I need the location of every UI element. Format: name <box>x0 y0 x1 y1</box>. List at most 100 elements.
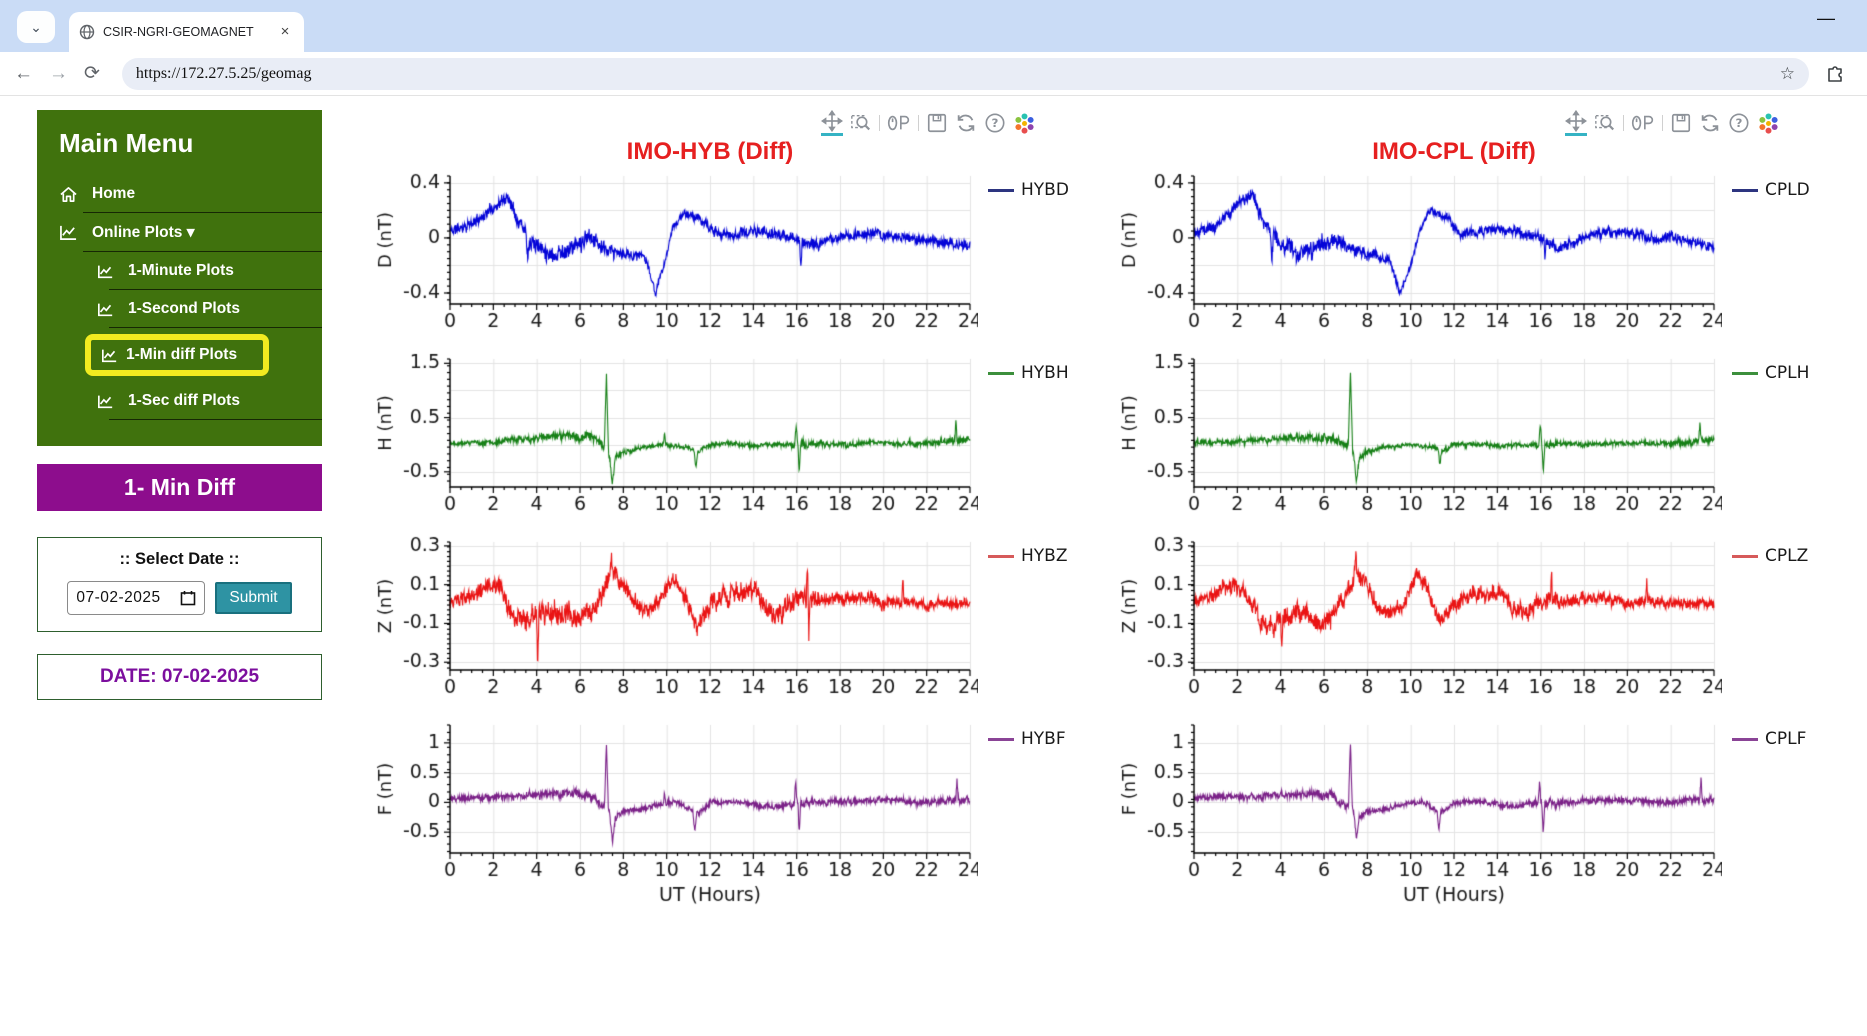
subplot-hybd: HYBD <box>370 168 1092 345</box>
legend-line-swatch <box>988 554 1014 558</box>
minimize-window-button[interactable]: — <box>1817 8 1835 28</box>
chart-icon <box>98 395 113 408</box>
wheel-zoom-icon[interactable] <box>887 112 911 134</box>
save-icon[interactable] <box>926 112 948 134</box>
toolbar-divider <box>1662 115 1663 131</box>
back-icon[interactable]: ← <box>14 63 33 84</box>
subplot-hybh: HYBH <box>370 351 1092 528</box>
legend-cplh: CPLH <box>1732 363 1809 383</box>
browser-toolbar: ← → ⟳ https://172.27.5.25/geomag ☆ <box>0 52 1867 96</box>
home-icon <box>60 186 77 202</box>
browser-tab-strip: ⌄ CSIR-NGRI-GEOMAGNET × — <box>0 0 1867 52</box>
help-icon[interactable]: ? <box>984 112 1006 134</box>
main-menu-title: Main Menu <box>59 128 194 158</box>
sidebar-item-1-sec-diff-plots[interactable]: 1-Sec diff Plots <box>37 382 322 420</box>
legend-label: HYBF <box>1021 729 1066 749</box>
forward-icon[interactable]: → <box>49 63 68 84</box>
chevron-down-icon: ⌄ <box>30 18 42 35</box>
sidebar-item-label: 1-Min diff Plots <box>126 346 238 363</box>
legend-cpld: CPLD <box>1732 180 1810 200</box>
extensions-icon[interactable] <box>1825 64 1845 84</box>
reload-icon[interactable]: ⟳ <box>84 63 100 84</box>
sidebar-item-1-second-plots[interactable]: 1-Second Plots <box>37 290 322 328</box>
bokeh-logo-icon[interactable] <box>1013 112 1036 135</box>
toolbar-divider <box>879 115 880 131</box>
save-icon[interactable] <box>1670 112 1692 134</box>
legend-label: CPLD <box>1765 180 1810 200</box>
subplot-hybf: HYBF <box>370 717 1092 920</box>
legend-line-swatch <box>988 371 1014 375</box>
sidebar-item-label: 1-Sec diff Plots <box>128 392 240 409</box>
bookmark-star-icon[interactable]: ☆ <box>1779 63 1795 83</box>
divider <box>83 212 322 213</box>
pan-icon[interactable] <box>1565 110 1587 136</box>
pan-icon[interactable] <box>821 110 843 136</box>
plot-canvas-cplf[interactable] <box>1114 717 1722 915</box>
legend-line-swatch <box>1732 554 1758 558</box>
legend-cplz: CPLZ <box>1732 546 1808 566</box>
sidebar: Main Menu Home Online Plots ▾ <box>37 110 322 926</box>
chart-icon <box>60 225 77 240</box>
legend-label: CPLZ <box>1765 546 1809 566</box>
address-bar[interactable]: https://172.27.5.25/geomag ☆ <box>121 57 1809 90</box>
url-text: https://172.27.5.25/geomag <box>135 64 312 82</box>
page-mode-banner: 1- Min Diff <box>37 464 322 511</box>
reset-icon[interactable] <box>1699 112 1721 134</box>
plot-canvas-cplh[interactable] <box>1114 351 1722 523</box>
tab-title: CSIR-NGRI-GEOMAGNET <box>103 25 254 39</box>
sidebar-item-online-plots[interactable]: Online Plots ▾ <box>37 213 322 252</box>
sidebar-item-home[interactable]: Home <box>37 175 322 213</box>
sidebar-item-label: Home <box>92 185 136 202</box>
divider <box>109 419 322 420</box>
chart-icon <box>98 265 113 278</box>
wheel-zoom-icon[interactable] <box>1631 112 1655 134</box>
plot-canvas-cplz[interactable] <box>1114 534 1722 706</box>
browser-tab[interactable]: CSIR-NGRI-GEOMAGNET × <box>69 12 304 52</box>
legend-line-swatch <box>1732 737 1758 741</box>
sidebar-item-1-minute-plots[interactable]: 1-Minute Plots <box>37 252 322 290</box>
select-date-panel: :: Select Date :: 07-02-2025 Submit <box>37 537 322 632</box>
plot-canvas-hybh[interactable] <box>370 351 978 523</box>
legend-line-swatch <box>1732 188 1758 192</box>
sidebar-item-1-min-diff-plots[interactable]: 1-Min diff Plots <box>37 328 322 382</box>
plot-toolbar: ? <box>1114 110 1780 136</box>
date-input[interactable]: 07-02-2025 <box>67 581 206 615</box>
plot-canvas-hybz[interactable] <box>370 534 978 706</box>
svg-text:?: ? <box>992 116 999 130</box>
subplot-cpld: CPLD <box>1114 168 1836 345</box>
help-icon[interactable]: ? <box>1728 112 1750 134</box>
plot-canvas-cpld[interactable] <box>1114 168 1722 340</box>
active-item-highlight: 1-Min diff Plots <box>85 334 270 376</box>
legend-line-swatch <box>988 737 1014 741</box>
tab-search-button[interactable]: ⌄ <box>17 11 55 43</box>
legend-cplf: CPLF <box>1732 729 1806 749</box>
box-zoom-icon[interactable] <box>850 112 872 134</box>
legend-line-swatch <box>1732 371 1758 375</box>
sidebar-item-label: 1-Minute Plots <box>128 262 234 279</box>
figure-title: IMO-HYB (Diff) <box>626 138 794 165</box>
toolbar-divider <box>918 115 919 131</box>
date-input-value: 07-02-2025 <box>76 589 161 606</box>
box-zoom-icon[interactable] <box>1594 112 1616 134</box>
charts-area: ? IMO-HYB (Diff) HYBD HYBH HYBZ HYBF ? IMO-… <box>322 110 1867 926</box>
subplot-cplz: CPLZ <box>1114 534 1836 711</box>
globe-icon <box>79 24 95 40</box>
subplot-cplf: CPLF <box>1114 717 1836 920</box>
plot-canvas-hybf[interactable] <box>370 717 978 915</box>
plot-canvas-hybd[interactable] <box>370 168 978 340</box>
divider <box>109 289 322 290</box>
submit-button[interactable]: Submit <box>215 582 292 614</box>
calendar-icon[interactable] <box>180 590 196 606</box>
legend-label: HYBZ <box>1021 546 1068 566</box>
svg-text:?: ? <box>1736 116 1743 130</box>
chart-icon <box>98 303 113 316</box>
legend-label: HYBD <box>1021 180 1069 200</box>
reset-icon[interactable] <box>955 112 977 134</box>
select-date-title: :: Select Date :: <box>119 550 240 568</box>
legend-label: CPLF <box>1765 729 1807 749</box>
bokeh-logo-icon[interactable] <box>1757 112 1780 135</box>
close-tab-icon[interactable]: × <box>280 23 290 40</box>
sidebar-item-label: 1-Second Plots <box>128 300 240 317</box>
legend-hybf: HYBF <box>988 729 1066 749</box>
subplot-hybz: HYBZ <box>370 534 1092 711</box>
